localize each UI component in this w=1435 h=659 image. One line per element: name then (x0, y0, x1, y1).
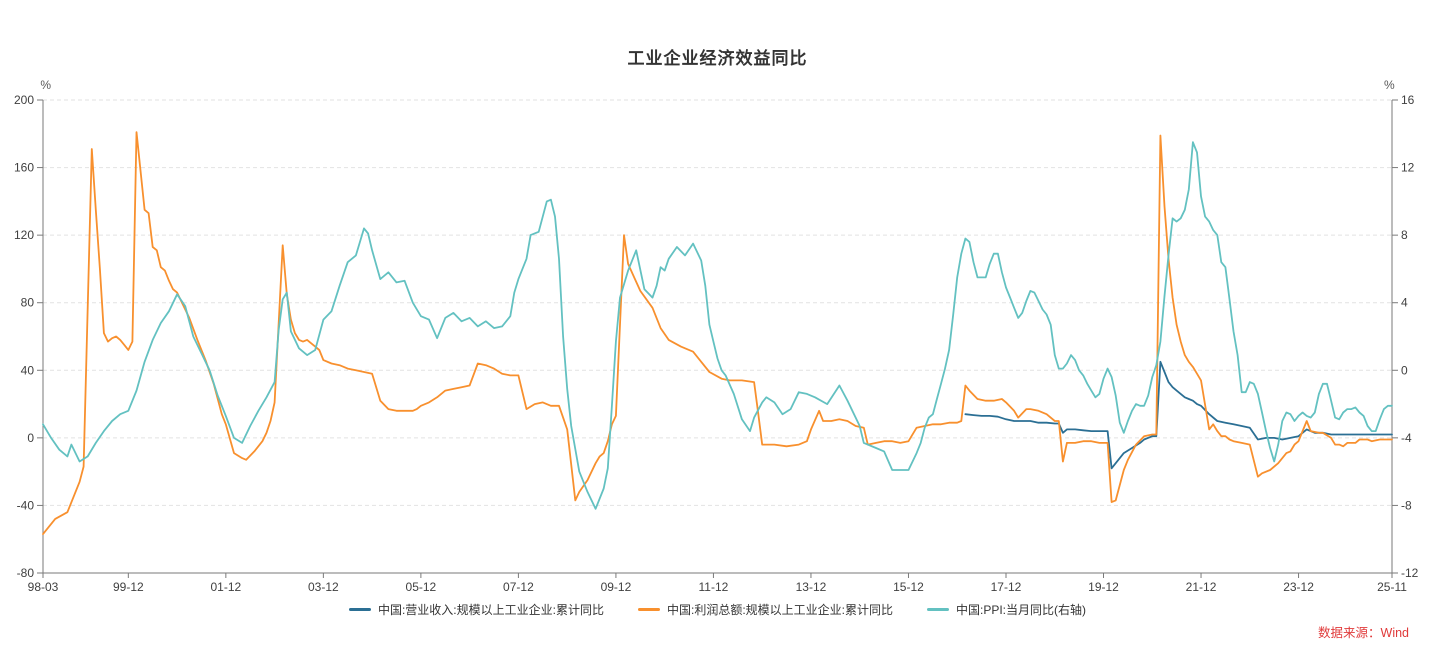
left-axis-tick-label: 80 (21, 296, 35, 310)
chart-title: 工业企业经济效益同比 (627, 49, 808, 68)
legend-item-2[interactable]: 中国:PPI:当月同比(右轴) (927, 601, 1086, 618)
left-axis-tick-label: -40 (17, 498, 35, 512)
x-axis-tick-label: 23-12 (1283, 580, 1314, 594)
right-axis-tick-label: -12 (1401, 566, 1419, 580)
chart-legend: 中国:营业收入:规模以上工业企业:累计同比 中国:利润总额:规模以上工业企业:累计… (0, 601, 1435, 618)
right-axis-tick-label: 12 (1401, 161, 1415, 175)
x-axis-tick-label: 98-03 (28, 580, 59, 594)
x-axis-tick-label: 15-12 (893, 580, 924, 594)
x-axis-tick-label: 25-11 (1377, 580, 1407, 594)
series-line-2 (42, 141, 1393, 510)
x-axis-tick-label: 11-12 (699, 580, 729, 594)
legend-item-1[interactable]: 中国:利润总额:规模以上工业企业:累计同比 (637, 601, 893, 618)
right-axis-tick-label: -4 (1401, 431, 1412, 445)
left-axis-tick-label: -80 (17, 566, 35, 580)
right-axis-unit-label: % (1384, 78, 1395, 92)
legend-line-swatch (927, 608, 949, 611)
x-axis-tick-label: 99-12 (113, 580, 144, 594)
x-axis-tick-label: 21-12 (1186, 580, 1217, 594)
left-axis-unit-label: % (40, 78, 51, 92)
right-axis-tick-label: 0 (1401, 363, 1408, 377)
right-axis-tick-label: 4 (1401, 296, 1408, 310)
legend-item-0[interactable]: 中国:营业收入:规模以上工业企业:累计同比 (348, 601, 604, 618)
legend-label: 中国:利润总额:规模以上工业企业:累计同比 (666, 603, 893, 617)
series-line-0 (964, 360, 1393, 470)
left-axis-tick-label: 40 (21, 363, 35, 377)
legend-label: 中国:营业收入:规模以上工业企业:累计同比 (377, 603, 604, 617)
left-axis-tick-label: 120 (14, 228, 34, 242)
data-source-note: 数据来源：Wind (1318, 626, 1409, 640)
left-axis-tick-label: 0 (27, 431, 34, 445)
right-axis-tick-label: 8 (1401, 228, 1408, 242)
legend-label: 中国:PPI:当月同比(右轴) (956, 603, 1087, 617)
x-axis-tick-label: 13-12 (796, 580, 827, 594)
x-axis-tick-label: 07-12 (503, 580, 534, 594)
legend-line-swatch (348, 608, 371, 611)
x-axis-tick-label: 17-12 (991, 580, 1022, 594)
x-axis-tick-label: 03-12 (308, 580, 339, 594)
x-axis-tick-label: 19-12 (1088, 580, 1119, 594)
right-axis-tick-label: 16 (1401, 93, 1415, 107)
legend-line-swatch (637, 608, 660, 611)
left-axis-tick-label: 160 (14, 161, 34, 175)
right-axis-tick-label: -8 (1401, 498, 1412, 512)
x-axis-tick-label: 05-12 (406, 580, 437, 594)
series-line-1 (42, 131, 1393, 535)
left-axis-tick-label: 200 (14, 93, 34, 107)
x-axis-tick-label: 01-12 (210, 580, 241, 594)
x-axis-tick-label: 09-12 (601, 580, 632, 594)
